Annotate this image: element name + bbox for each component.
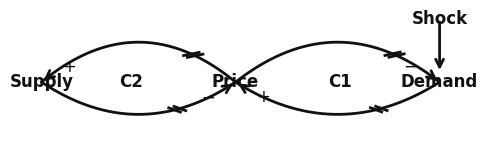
Text: −: − [403,58,416,76]
Text: +: + [62,58,76,76]
Text: −: − [202,89,215,106]
Text: Shock: Shock [412,10,468,28]
Text: C1: C1 [328,73,352,91]
Text: +: + [256,89,270,106]
Text: Supply: Supply [10,73,74,91]
Text: Demand: Demand [401,73,478,91]
Text: C2: C2 [119,73,143,91]
Text: Price: Price [212,73,259,91]
